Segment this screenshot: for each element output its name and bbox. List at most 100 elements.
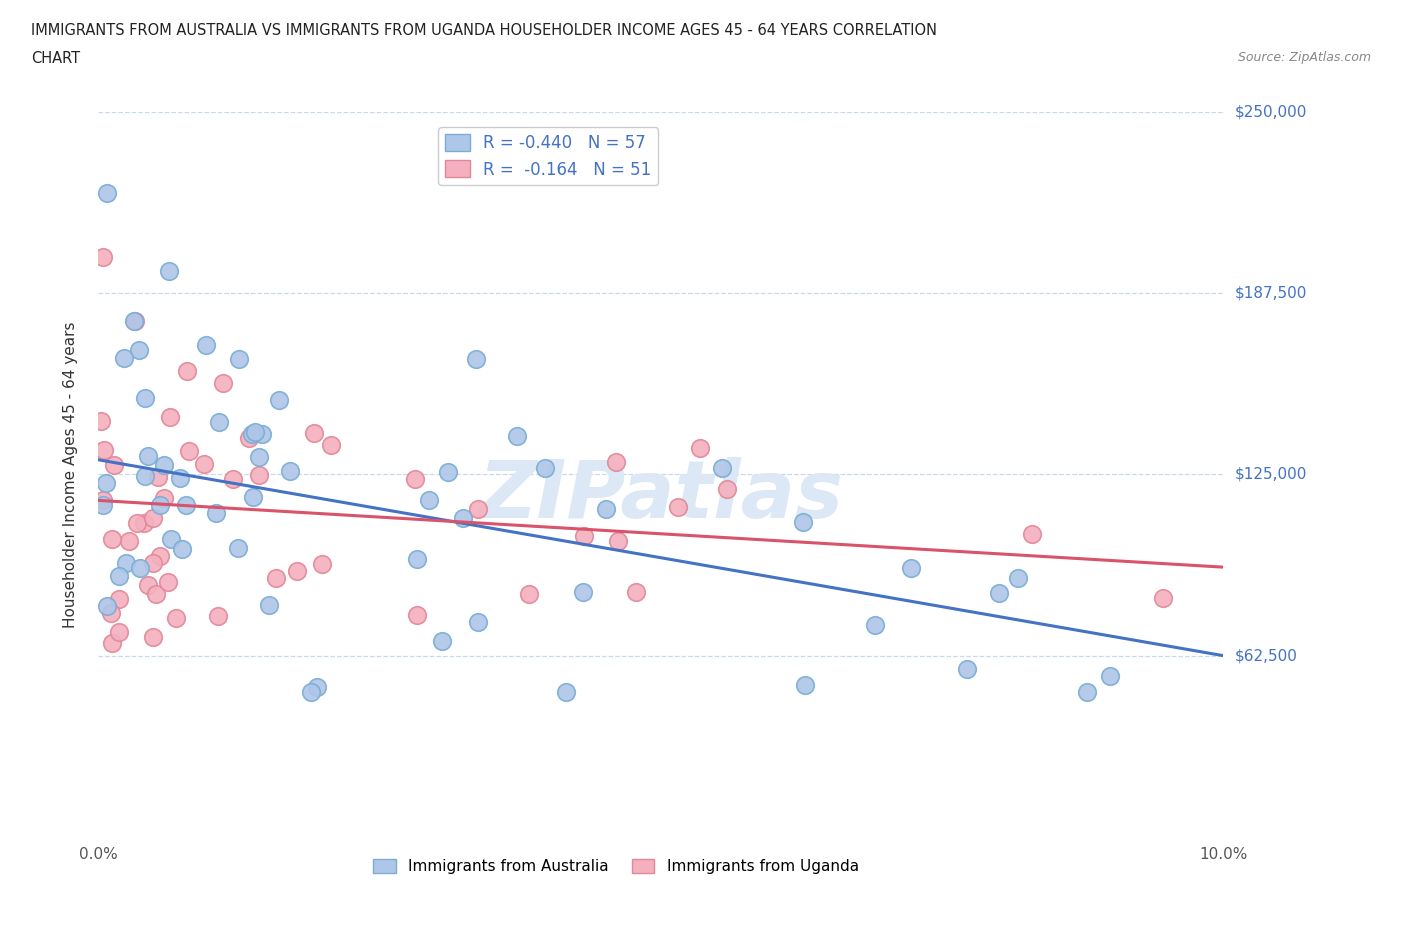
Point	[153, 490, 176, 505]
Point	[321, 437, 343, 452]
Point	[1098, 669, 1121, 684]
Point	[572, 528, 595, 543]
Point	[405, 552, 427, 567]
Point	[243, 425, 266, 440]
Point	[624, 584, 647, 599]
Point	[302, 425, 325, 440]
Point	[247, 449, 270, 464]
Point	[128, 342, 150, 357]
Point	[136, 578, 159, 592]
Point	[517, 587, 540, 602]
Point	[115, 555, 138, 570]
Point	[124, 313, 146, 328]
Point	[595, 501, 617, 516]
Point	[238, 431, 260, 445]
Point	[1152, 591, 1174, 605]
Text: $125,000: $125,000	[1234, 467, 1306, 482]
Point	[193, 457, 215, 472]
Point	[179, 444, 201, 458]
Point	[710, 460, 733, 475]
Point	[226, 541, 249, 556]
Text: $187,500: $187,500	[1234, 286, 1306, 300]
Point	[142, 629, 165, 644]
Point	[299, 684, 322, 699]
Point	[605, 455, 627, 470]
Point	[1076, 684, 1098, 699]
Point	[91, 492, 114, 507]
Point	[666, 499, 689, 514]
Point	[207, 609, 229, 624]
Text: CHART: CHART	[31, 51, 80, 66]
Point	[863, 618, 886, 632]
Point	[606, 533, 628, 548]
Point	[132, 515, 155, 530]
Point	[129, 560, 152, 575]
Point	[134, 469, 156, 484]
Point	[96, 599, 118, 614]
Point	[125, 515, 148, 530]
Point	[156, 575, 179, 590]
Point	[172, 541, 194, 556]
Point	[305, 679, 328, 694]
Point	[418, 492, 440, 507]
Text: $250,000: $250,000	[1234, 104, 1306, 119]
Point	[208, 415, 231, 430]
Point	[153, 458, 176, 472]
Text: $62,500: $62,500	[1234, 648, 1298, 663]
Point	[311, 557, 333, 572]
Point	[112, 351, 135, 365]
Point	[169, 471, 191, 485]
Point	[122, 313, 145, 328]
Point	[432, 633, 454, 648]
Point	[134, 391, 156, 405]
Point	[228, 352, 250, 366]
Point	[100, 531, 122, 546]
Point	[212, 376, 235, 391]
Point	[465, 352, 488, 366]
Point	[267, 393, 290, 408]
Point	[90, 414, 112, 429]
Point	[93, 443, 115, 458]
Point	[165, 610, 187, 625]
Point	[285, 564, 308, 578]
Point	[142, 511, 165, 525]
Point	[159, 410, 181, 425]
Point	[467, 615, 489, 630]
Point	[571, 584, 593, 599]
Point	[467, 501, 489, 516]
Point	[96, 476, 118, 491]
Point	[242, 489, 264, 504]
Text: Source: ZipAtlas.com: Source: ZipAtlas.com	[1237, 51, 1371, 64]
Point	[247, 468, 270, 483]
Point	[91, 498, 114, 512]
Point	[145, 587, 167, 602]
Point	[195, 338, 218, 352]
Point	[100, 635, 122, 650]
Point	[1007, 571, 1029, 586]
Point	[555, 684, 578, 699]
Point	[259, 597, 281, 612]
Point	[437, 464, 460, 479]
Point	[792, 514, 814, 529]
Point	[505, 429, 527, 444]
Text: ZIPatlas: ZIPatlas	[478, 457, 844, 535]
Point	[900, 561, 922, 576]
Point	[689, 440, 711, 455]
Point	[91, 249, 114, 264]
Point	[96, 185, 118, 200]
Legend: Immigrants from Australia, Immigrants from Uganda: Immigrants from Australia, Immigrants fr…	[367, 853, 865, 880]
Point	[278, 463, 301, 478]
Point	[157, 264, 180, 279]
Point	[149, 498, 172, 512]
Point	[136, 448, 159, 463]
Point	[264, 571, 287, 586]
Point	[205, 506, 228, 521]
Point	[793, 678, 815, 693]
Point	[451, 511, 474, 525]
Point	[100, 605, 122, 620]
Text: IMMIGRANTS FROM AUSTRALIA VS IMMIGRANTS FROM UGANDA HOUSEHOLDER INCOME AGES 45 -: IMMIGRANTS FROM AUSTRALIA VS IMMIGRANTS …	[31, 23, 936, 38]
Point	[987, 585, 1010, 600]
Point	[103, 458, 125, 472]
Point	[1021, 526, 1043, 541]
Point	[956, 662, 979, 677]
